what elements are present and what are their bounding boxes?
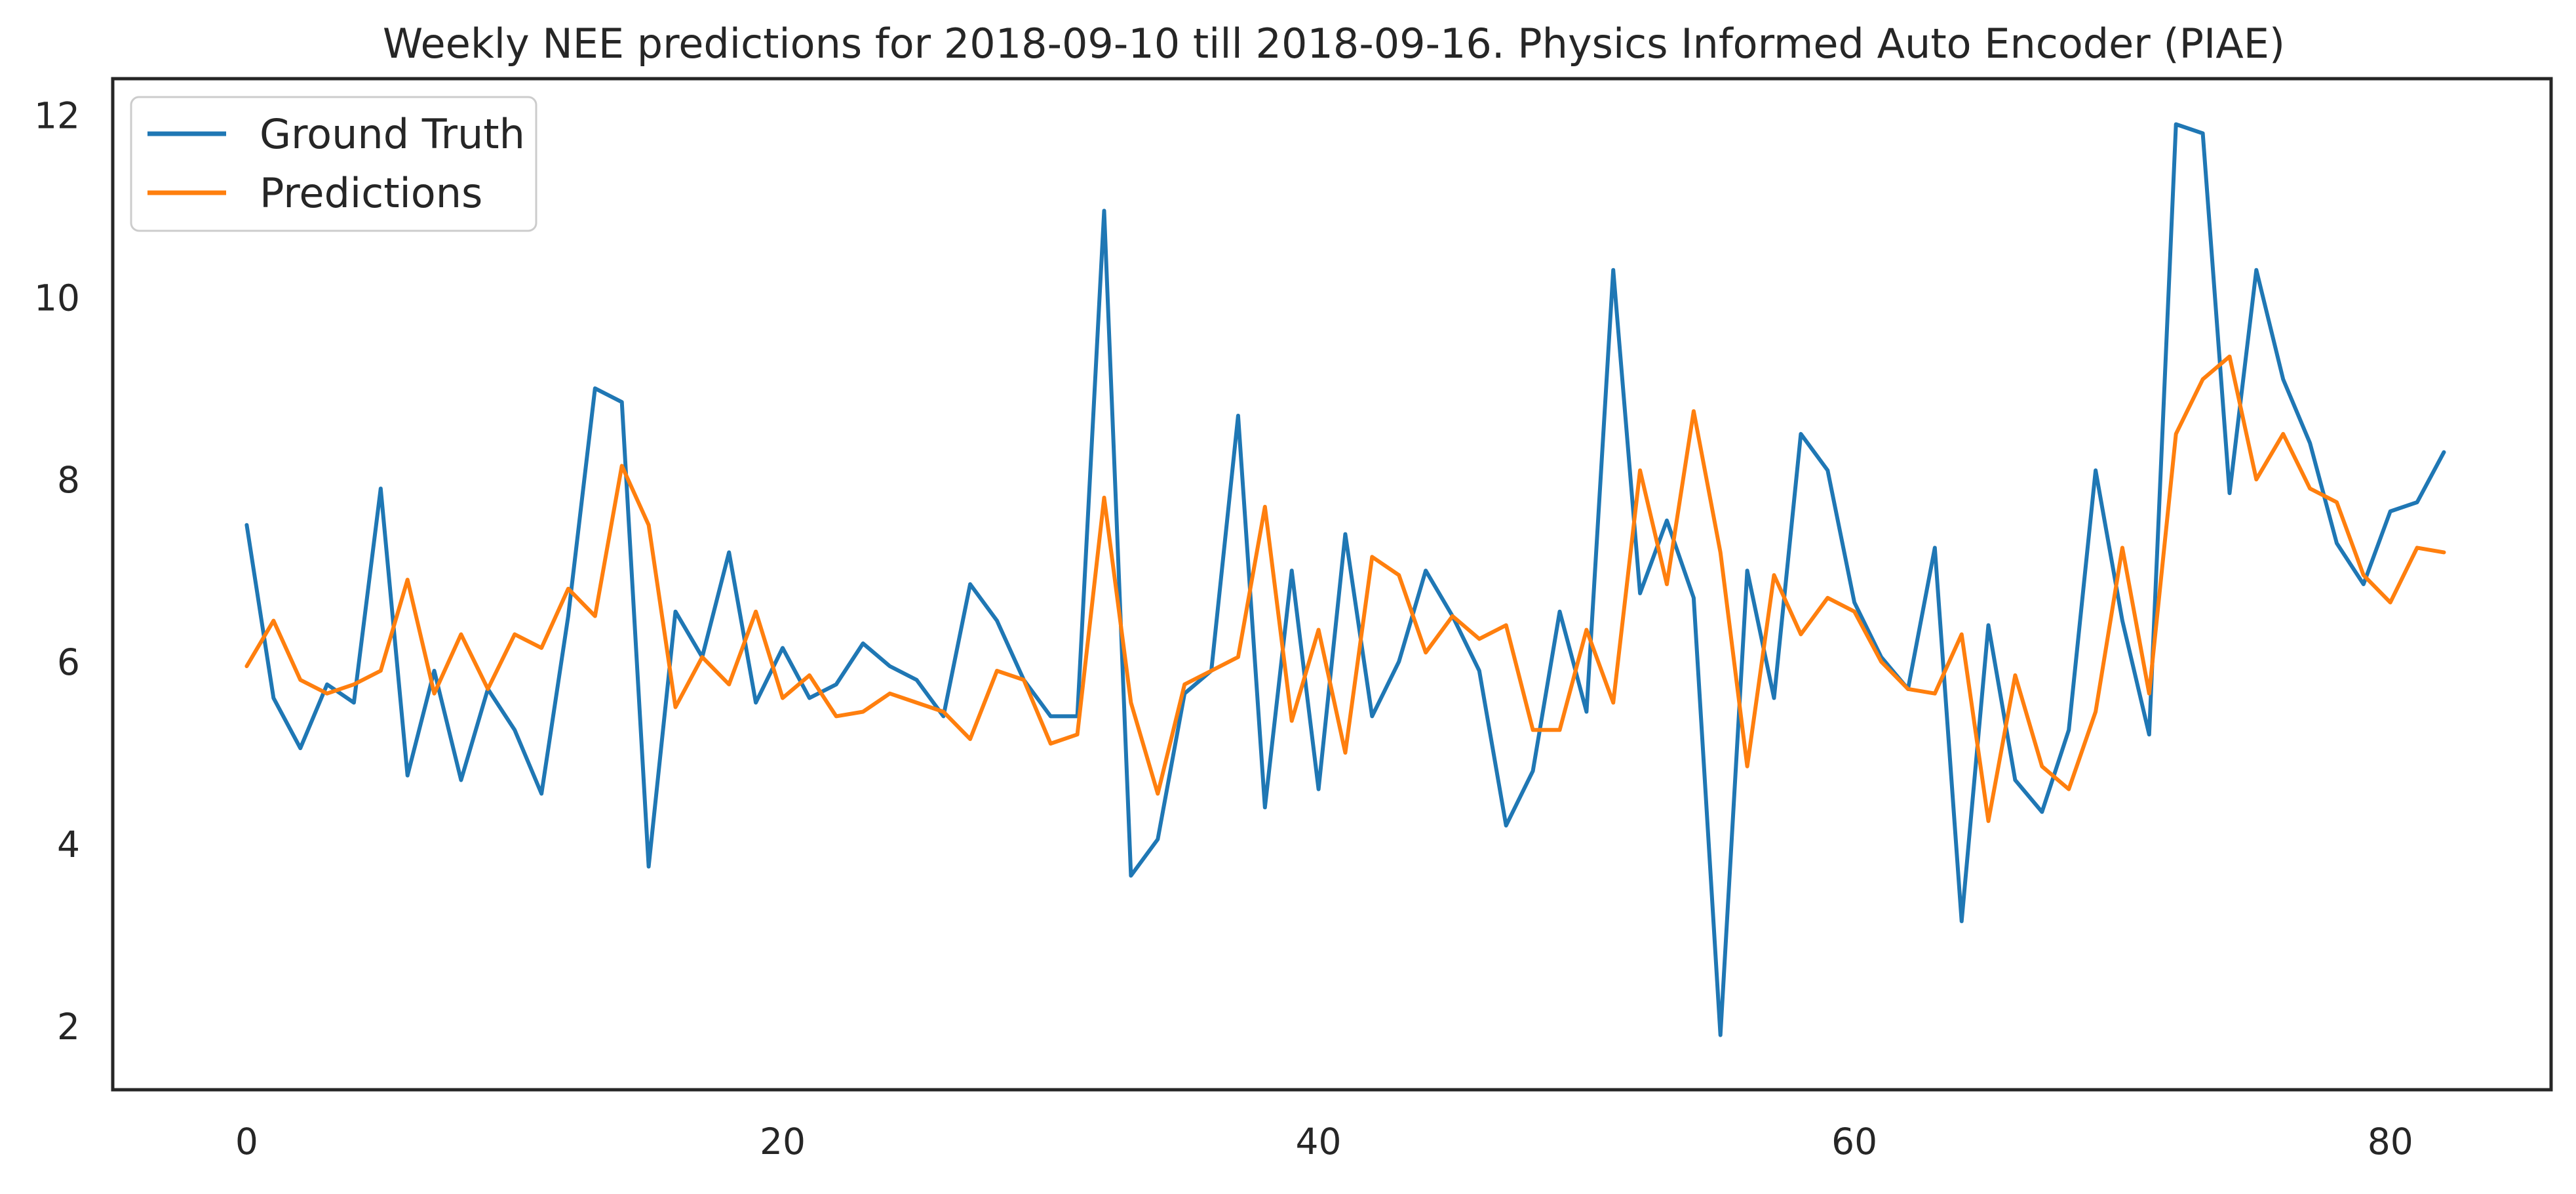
legend: Ground Truth Predictions: [130, 96, 537, 232]
series-line-predictions: [244, 354, 2446, 824]
x-axis-ticks: 0 20 40 60 80: [235, 1121, 2413, 1163]
y-tick-label: 4: [57, 824, 80, 866]
chart-title: Weekly NEE predictions for 2018-09-10 ti…: [383, 20, 2285, 68]
series-line-ground-truth: [244, 122, 2446, 1037]
x-tick-label: 0: [235, 1121, 258, 1163]
y-tick-label: 2: [57, 1006, 80, 1048]
legend-label-predictions: Predictions: [260, 169, 482, 217]
legend-box: [130, 96, 537, 232]
x-tick-label: 20: [760, 1121, 806, 1163]
y-axis-ticks: 2 4 6 8 10 12: [34, 95, 80, 1048]
x-tick-label: 60: [1831, 1121, 1877, 1163]
y-tick-label: 12: [34, 95, 80, 137]
y-tick-label: 6: [57, 641, 80, 683]
x-tick-label: 80: [2368, 1121, 2413, 1163]
plot-area-frame: [111, 77, 2553, 1092]
x-tick-label: 40: [1296, 1121, 1342, 1163]
y-tick-label: 10: [34, 277, 80, 319]
legend-label-ground-truth: Ground Truth: [260, 110, 525, 158]
y-tick-label: 8: [57, 459, 80, 501]
data-series: [244, 122, 2446, 1037]
